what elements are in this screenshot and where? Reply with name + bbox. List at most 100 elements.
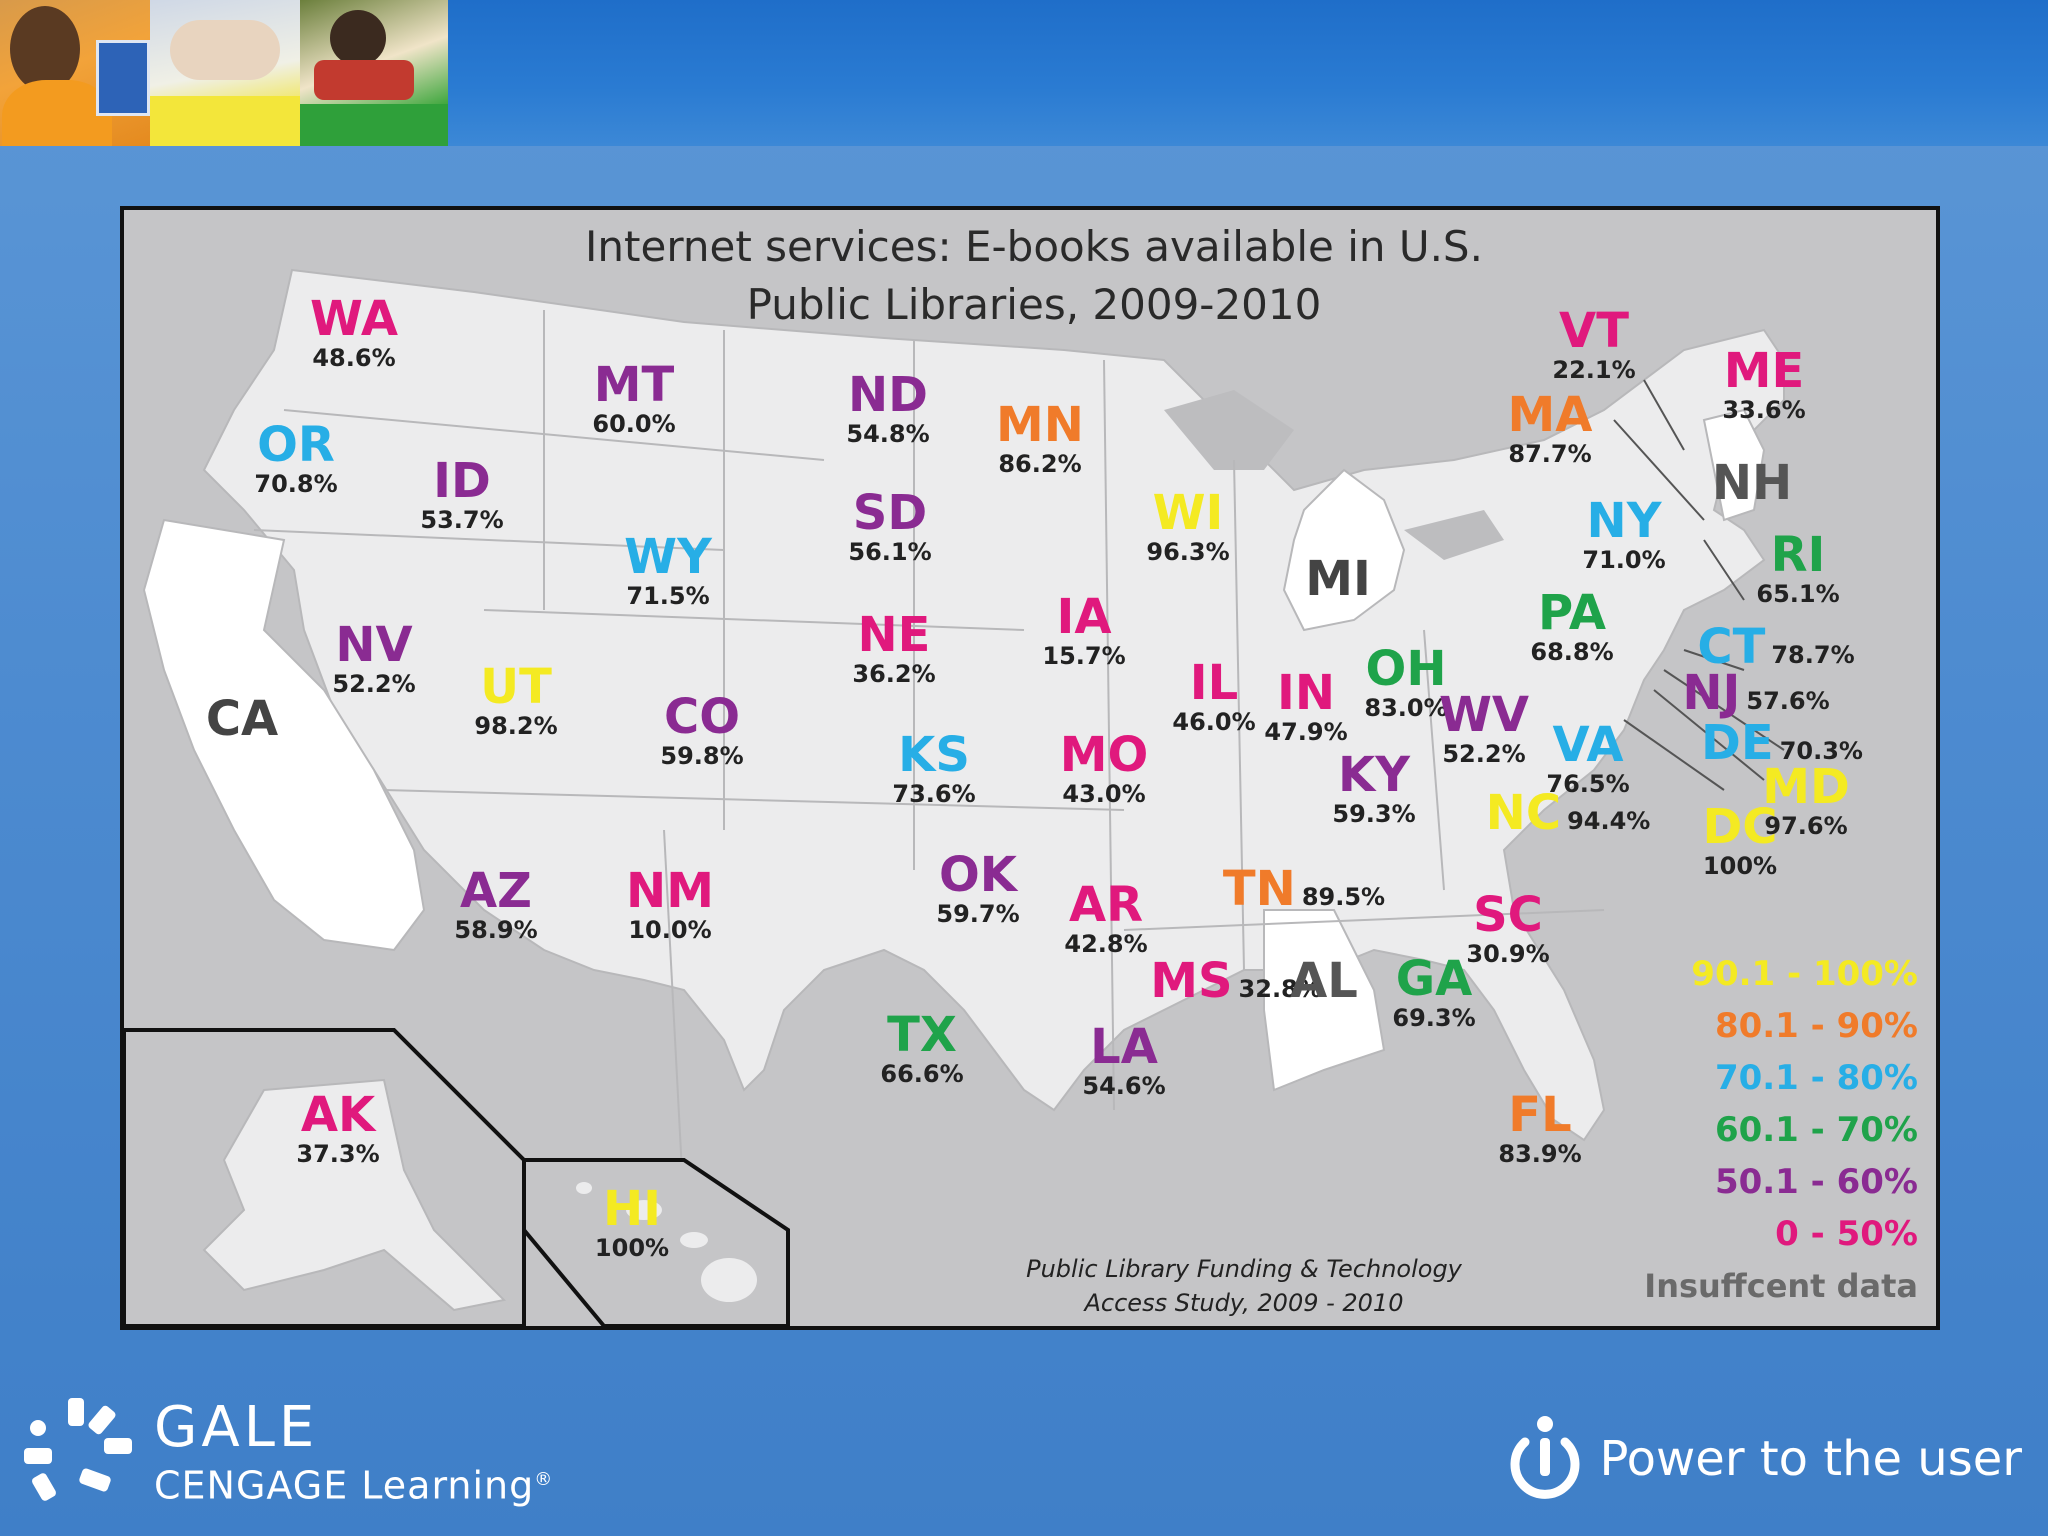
state-pct: 30.9% xyxy=(1466,940,1550,968)
state-abbr: SD xyxy=(852,485,928,541)
state-label-nj: NJ 57.6% xyxy=(1682,668,1829,718)
legend-insufficient-data: Insuffcent data xyxy=(1644,1267,1918,1305)
state-abbr: WI xyxy=(1152,485,1224,541)
state-label-or: OR 70.8% xyxy=(254,420,337,498)
state-abbr: WY xyxy=(624,529,712,585)
state-pct: 76.5% xyxy=(1546,770,1630,798)
state-label-ne: NE 36.2% xyxy=(852,610,935,688)
state-pct: 69.3% xyxy=(1392,1004,1476,1032)
state-label-vt: VT 22.1% xyxy=(1552,306,1635,384)
state-label-az: AZ 58.9% xyxy=(454,866,537,944)
state-abbr: MN xyxy=(996,397,1084,453)
state-abbr: NC xyxy=(1485,785,1562,841)
state-label-ri: RI 65.1% xyxy=(1756,530,1839,608)
state-abbr: DC xyxy=(1702,799,1778,855)
state-abbr: AL xyxy=(1290,953,1358,1009)
state-abbr: VA xyxy=(1552,717,1624,773)
state-label-nv: NV 52.2% xyxy=(332,620,415,698)
state-pct: 70.3% xyxy=(1779,737,1863,765)
tagline-text: Power to the user xyxy=(1599,1431,2022,1487)
state-pct: 73.6% xyxy=(892,780,976,808)
new-hampshire-shape xyxy=(1702,408,1766,522)
legend-item: 50.1 - 60% xyxy=(1714,1162,1918,1202)
state-abbr: NJ xyxy=(1682,665,1741,721)
state-abbr: VT xyxy=(1559,303,1629,359)
state-abbr: RI xyxy=(1770,527,1826,583)
state-pct: 94.4% xyxy=(1567,807,1651,835)
map-source: Public Library Funding & Technology Acce… xyxy=(984,1252,1504,1320)
state-abbr: CA xyxy=(205,691,279,747)
state-label-ut: UT 98.2% xyxy=(474,662,557,740)
state-pct: 71.0% xyxy=(1582,546,1666,574)
state-pct: 37.3% xyxy=(296,1140,380,1168)
state-abbr: NM xyxy=(626,863,714,919)
state-abbr: IL xyxy=(1189,655,1239,711)
power-icon xyxy=(1510,1416,1580,1499)
state-pct: 15.7% xyxy=(1042,642,1126,670)
state-pct: 36.2% xyxy=(852,660,936,688)
state-abbr: GA xyxy=(1395,951,1473,1007)
state-pct: 65.1% xyxy=(1756,580,1840,608)
state-pct: 87.7% xyxy=(1508,440,1592,468)
legend-item: 0 - 50% xyxy=(1775,1214,1918,1254)
state-abbr: LA xyxy=(1090,1019,1158,1075)
state-label-ms: MS 32.8% xyxy=(1150,956,1322,1006)
state-label-ct: CT 78.7% xyxy=(1697,622,1854,672)
michigan-shape xyxy=(1282,468,1406,632)
brand-registered-mark: ® xyxy=(534,1469,554,1490)
state-label-co: CO 59.8% xyxy=(660,692,743,770)
state-pct: 54.8% xyxy=(846,420,930,448)
state-label-ia: IA 15.7% xyxy=(1042,592,1125,670)
state-abbr: OH xyxy=(1365,641,1447,697)
tagline: Power to the user xyxy=(1507,1414,2022,1504)
leader-lines xyxy=(1613,379,1785,791)
state-borders xyxy=(253,310,1605,1211)
state-pct: 59.3% xyxy=(1332,800,1416,828)
state-label-nd: ND 54.8% xyxy=(846,370,929,448)
state-pct: 57.6% xyxy=(1746,687,1830,715)
state-abbr: TX xyxy=(887,1007,957,1063)
state-pct: 86.2% xyxy=(998,450,1082,478)
state-pct: 60.0% xyxy=(592,410,676,438)
map-title-line2: Public Libraries, 2009-2010 xyxy=(746,280,1322,329)
state-label-id: ID 53.7% xyxy=(420,456,503,534)
state-abbr: CO xyxy=(663,689,741,745)
alabama-shape xyxy=(1263,909,1386,1092)
state-label-wy: WY 71.5% xyxy=(624,532,712,610)
state-abbr: IN xyxy=(1276,665,1336,721)
brand-gale: GALE xyxy=(154,1395,319,1460)
state-label-nm: NM 10.0% xyxy=(626,866,714,944)
state-pct: 96.3% xyxy=(1146,538,1230,566)
state-abbr: NY xyxy=(1586,493,1662,549)
state-pct: 71.5% xyxy=(626,582,710,610)
gale-cengage-logo: GALE CENGAGE Learning® xyxy=(24,1398,553,1508)
state-abbr: DE xyxy=(1701,715,1774,771)
legend-item: 90.1 - 100% xyxy=(1691,954,1918,994)
state-label-oh: OH 83.0% xyxy=(1364,644,1447,722)
source-line1: Public Library Funding & Technology xyxy=(1026,1255,1462,1283)
ebooks-map: Internet services: E-books available in … xyxy=(120,206,1940,1330)
state-pct: 52.2% xyxy=(332,670,416,698)
gale-burst-icon xyxy=(24,1398,132,1503)
state-label-al: AL xyxy=(1290,956,1358,1006)
state-pct: 47.9% xyxy=(1264,718,1348,746)
map-title-line1: Internet services: E-books available in … xyxy=(585,222,1483,271)
state-abbr: ID xyxy=(433,453,491,509)
photo-children-reading xyxy=(300,0,448,146)
state-abbr: WV xyxy=(1438,687,1530,743)
us-contiguous-shape xyxy=(202,268,1785,1142)
state-label-ny: NY 71.0% xyxy=(1582,496,1665,574)
state-abbr: AR xyxy=(1068,877,1144,933)
state-label-mi: MI xyxy=(1305,554,1371,604)
state-label-tx: TX 66.6% xyxy=(880,1010,963,1088)
source-line2: Access Study, 2009 - 2010 xyxy=(1084,1289,1404,1317)
state-abbr: HI xyxy=(602,1181,662,1237)
hawaii-islands xyxy=(576,1182,757,1302)
state-label-ga: GA 69.3% xyxy=(1392,954,1475,1032)
state-label-la: LA 54.6% xyxy=(1082,1022,1165,1100)
state-pct: 58.9% xyxy=(454,916,538,944)
state-abbr: MO xyxy=(1059,727,1149,783)
state-abbr: MT xyxy=(593,357,675,413)
state-pct: 42.8% xyxy=(1064,930,1148,958)
legend-item: 80.1 - 90% xyxy=(1714,1006,1918,1046)
